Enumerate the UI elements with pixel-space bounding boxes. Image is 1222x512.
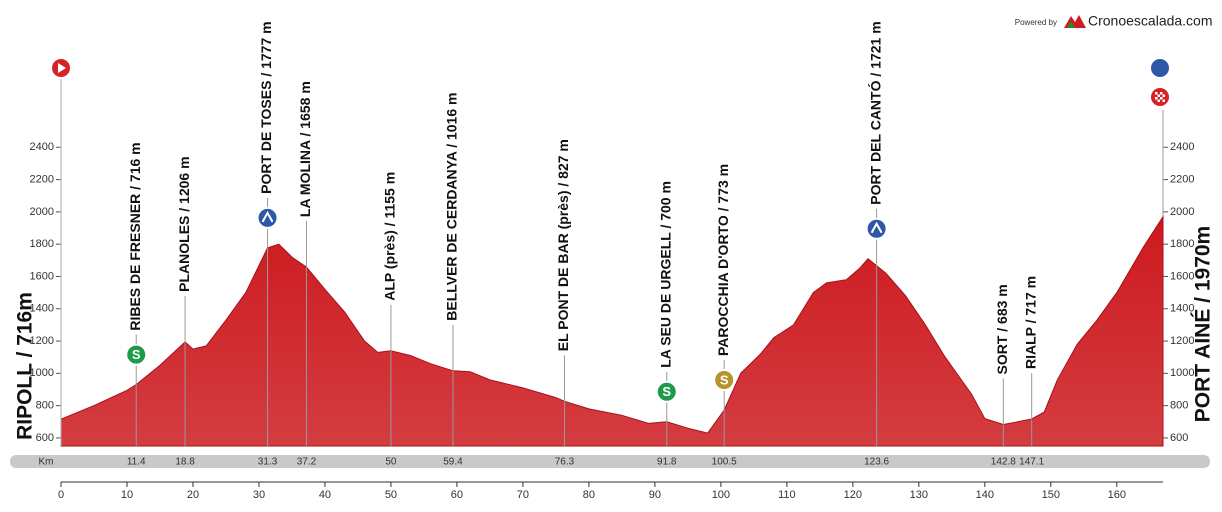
finish-flag-check <box>1157 99 1160 102</box>
y-tick-label: 2000 <box>30 206 54 218</box>
y2-tick-label: 1800 <box>1170 238 1194 250</box>
climb-icon <box>256 206 279 229</box>
finish-flag-check <box>1162 99 1165 102</box>
waypoint-label: LA SEU DE URGELL / 700 m <box>657 181 673 368</box>
y2-tick-label: 2200 <box>1170 173 1194 185</box>
x-tick-label: 100 <box>712 489 730 501</box>
y2-tick-label: 1200 <box>1170 335 1194 347</box>
x-tick-label: 140 <box>976 489 994 501</box>
start-icon-arrow <box>58 63 66 73</box>
waypoint-km: 91.8 <box>657 457 677 468</box>
y2-tick-label: 2400 <box>1170 141 1194 153</box>
climb-icon-mark <box>870 221 883 234</box>
finish-flag-check <box>1155 97 1158 100</box>
powered-by: Powered by <box>1015 18 1057 27</box>
x-tick-label: 30 <box>253 489 265 501</box>
waypoint-km: 76.3 <box>555 457 575 468</box>
finish-climb-icon <box>1149 57 1171 79</box>
waypoint-km: 18.8 <box>175 457 195 468</box>
waypoint-label: PAROCCHIA D'ORTO / 773 m <box>715 164 731 356</box>
finish-flag-check <box>1160 92 1163 95</box>
waypoint-label: PORT DE TOSES / 1777 m <box>258 21 274 193</box>
waypoint-km: 31.3 <box>258 457 278 468</box>
finish-label: PORT AINÉ / 1970m <box>1192 226 1215 422</box>
waypoint-km: 37.2 <box>297 457 317 468</box>
y-tick-label: 2400 <box>30 141 54 153</box>
waypoint-km: 100.5 <box>712 457 737 468</box>
sprint-icon <box>125 343 148 366</box>
x-tick-label: 150 <box>1042 489 1060 501</box>
finish-flag-check <box>1155 92 1158 95</box>
sprint-symbol: S <box>720 372 729 387</box>
elevation-area <box>60 215 1164 447</box>
y2-tick-label: 1400 <box>1170 303 1194 315</box>
waypoint-label: LA MOLINA / 1658 m <box>297 81 313 217</box>
waypoint-km: 59.4 <box>443 457 463 468</box>
x-tick-label: 80 <box>583 489 595 501</box>
y2-tick-label: 2000 <box>1170 206 1194 218</box>
x-tick-label: 60 <box>451 489 463 501</box>
y-tick-label: 1000 <box>30 367 54 379</box>
waypoint-label: RIBES DE FRESNER / 716 m <box>127 142 143 330</box>
x-tick-label: 90 <box>649 489 661 501</box>
waypoint-label: SORT / 683 m <box>994 284 1010 374</box>
x-tick-label: 10 <box>121 489 133 501</box>
finish-flag-check <box>1162 94 1165 97</box>
waypoint-label: EL PONT DE BAR (près) / 827 m <box>555 139 571 351</box>
sprint-icon <box>655 380 678 403</box>
waypoint-label: BELLVER DE CERDANYA / 1016 m <box>444 93 460 321</box>
waypoint-label: PORT DEL CANTÓ / 1721 m <box>866 21 883 204</box>
y2-tick-label: 600 <box>1170 432 1188 444</box>
climb-icon-mark <box>261 210 274 223</box>
x-tick-label: 160 <box>1108 489 1126 501</box>
climb-icon <box>865 217 888 240</box>
km-bar <box>10 455 1210 468</box>
waypoint-km: 50 <box>385 457 397 468</box>
waypoint-label: PLANOLES / 1206 m <box>176 156 192 291</box>
finish-flag-check <box>1157 94 1160 97</box>
y-tick-label: 800 <box>36 400 54 412</box>
waypoint-label: RIALP / 717 m <box>1022 276 1038 369</box>
brand-logo <box>1064 15 1086 28</box>
finish-flag-check <box>1160 97 1163 100</box>
x-tick-label: 50 <box>385 489 397 501</box>
waypoint-label: ALP (près) / 1155 m <box>382 172 398 301</box>
x-tick-label: 110 <box>778 489 796 501</box>
x-tick-label: 130 <box>910 489 928 501</box>
x-tick-label: 0 <box>58 489 64 501</box>
waypoint-km: 11.4 <box>127 457 146 468</box>
y-tick-label: 2200 <box>30 173 54 185</box>
y-tick-label: 1800 <box>30 238 54 250</box>
x-tick-label: 40 <box>319 489 331 501</box>
y-tick-label: 1600 <box>30 270 54 282</box>
y2-tick-label: 1000 <box>1170 367 1194 379</box>
y2-tick-label: 800 <box>1170 400 1188 412</box>
brand: Cronoescalada.com <box>1088 13 1213 29</box>
waypoint-km: 147.1 <box>1019 457 1044 468</box>
y-tick-label: 1400 <box>30 303 54 315</box>
x-tick-label: 20 <box>187 489 199 501</box>
km-label: Km <box>39 457 54 468</box>
y2-tick-label: 1600 <box>1170 270 1194 282</box>
start-label: RIPOLL / 716m <box>14 292 37 440</box>
x-tick-label: 120 <box>844 489 862 501</box>
sprint-icon <box>713 368 736 391</box>
waypoint-km: 123.6 <box>864 457 889 468</box>
y-tick-label: 1200 <box>30 335 54 347</box>
x-tick-label: 70 <box>517 489 529 501</box>
waypoint-km: 142.8 <box>991 457 1016 468</box>
brand-logo-mark <box>1067 21 1075 28</box>
y-tick-label: 600 <box>36 432 54 444</box>
sprint-symbol: S <box>132 347 141 362</box>
sprint-symbol: S <box>662 384 671 399</box>
